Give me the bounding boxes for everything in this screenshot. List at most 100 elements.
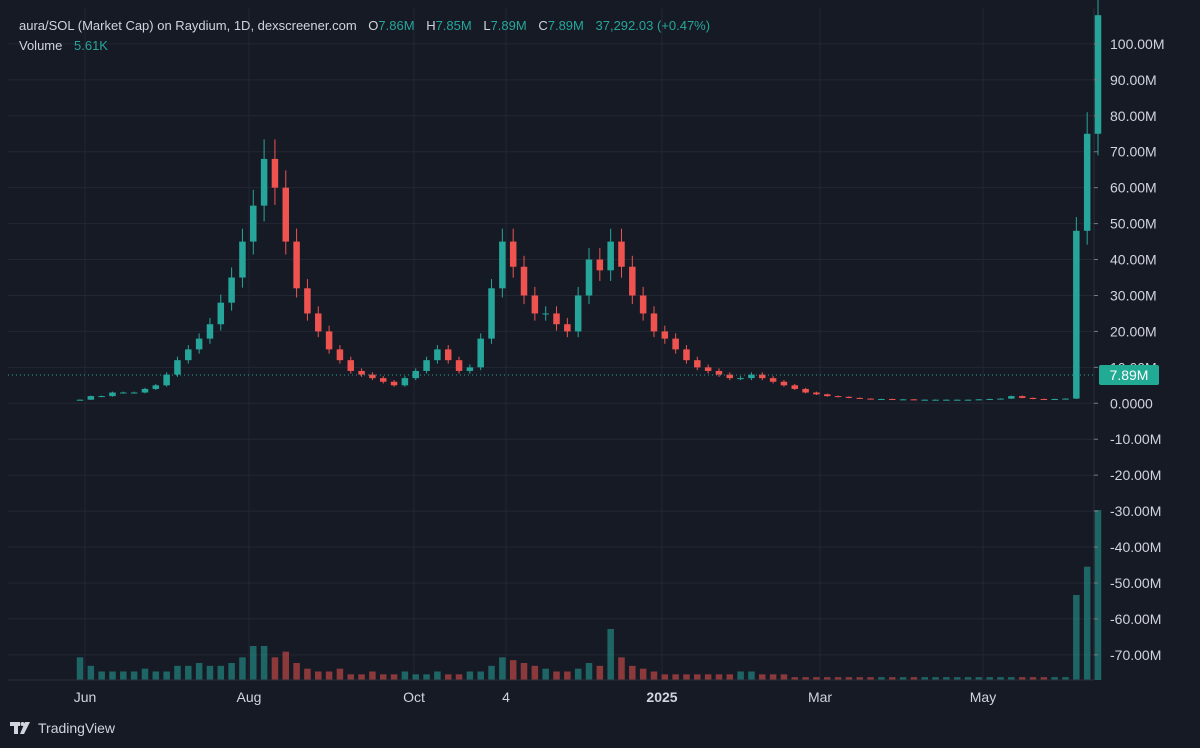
candle-body: [737, 378, 744, 380]
volume-bar: [1029, 677, 1037, 680]
volume-bar: [748, 671, 755, 680]
volume-bar: [336, 668, 344, 680]
time-tick-label: Jun: [74, 689, 97, 705]
volume-bar: [369, 671, 376, 680]
time-tick-label: Aug: [237, 689, 262, 705]
volume-bar: [683, 674, 690, 680]
volume-bar: [423, 674, 430, 680]
tradingview-brand[interactable]: TradingView: [10, 720, 115, 736]
volume-bar: [282, 651, 290, 680]
candle-body: [304, 288, 311, 314]
candle-body: [780, 381, 788, 386]
candle-body: [206, 324, 214, 339]
volume-bar: [596, 665, 604, 680]
volume-value: 5.61K: [74, 38, 108, 53]
volume-label[interactable]: Volume: [19, 38, 63, 53]
candle-body: [845, 396, 853, 398]
candle-body: [1018, 396, 1026, 398]
volume-bar: [813, 677, 820, 680]
volume-bar: [629, 665, 636, 680]
candle-body: [509, 241, 517, 267]
volume-bar: [488, 665, 495, 680]
candle-body: [856, 397, 863, 399]
candle-body: [943, 399, 950, 401]
volume-bar: [943, 677, 950, 680]
volume-bar: [1062, 677, 1069, 680]
chart-legend: aura/SOL (Market Cap) on Raydium, 1D, de…: [19, 16, 710, 56]
candle-body: [152, 385, 160, 389]
volume-bar: [109, 671, 116, 680]
volume-bar: [250, 646, 257, 680]
volume-bar: [1018, 677, 1026, 680]
volume-bar: [444, 674, 452, 680]
chart-grid: [8, 8, 1094, 680]
volume-bar: [639, 668, 647, 680]
volume-bar: [120, 671, 127, 680]
symbol-title[interactable]: aura/SOL (Market Cap) on Raydium, 1D, de…: [19, 18, 357, 33]
candle-body: [564, 324, 571, 332]
volume-bar: [185, 665, 192, 680]
price-tick-label: 30.00M: [1110, 287, 1157, 303]
volume-bar: [1051, 677, 1058, 680]
volume-bar: [76, 657, 84, 680]
volume-bar: [87, 665, 95, 680]
volume-bar: [315, 671, 322, 680]
candle-body: [228, 277, 235, 303]
candle-body: [791, 385, 799, 389]
candle-body: [1029, 397, 1037, 399]
volume-bar: [141, 668, 149, 680]
volume-bar: [672, 674, 679, 680]
last-price-tag: 7.89M: [1099, 364, 1159, 385]
volume-bar: [867, 677, 874, 680]
candle-body: [239, 241, 246, 278]
candle-body: [520, 266, 528, 296]
candle-body: [574, 295, 582, 332]
candle-body: [1083, 133, 1091, 231]
volume-bar: [379, 674, 387, 680]
volume-bar: [759, 674, 766, 680]
candle-body: [379, 378, 387, 382]
candle-body: [975, 399, 983, 401]
candle-body: [888, 398, 896, 400]
legend-row-symbol: aura/SOL (Market Cap) on Raydium, 1D, de…: [19, 16, 710, 36]
candle-body: [477, 338, 484, 368]
volume-bar: [899, 677, 907, 680]
volume-bar: [195, 663, 203, 680]
volume-bar: [358, 674, 365, 680]
price-tick-label: 50.00M: [1110, 216, 1157, 232]
volume-bar: [347, 674, 354, 680]
price-tick-label: -30.00M: [1110, 503, 1161, 519]
candle-body: [596, 259, 604, 271]
candle-body: [444, 349, 452, 361]
candle-body: [639, 295, 647, 314]
candle-body: [618, 241, 625, 267]
volume-bar: [271, 657, 279, 680]
volume-bar: [174, 665, 181, 680]
volume-bars: [76, 510, 1102, 680]
time-tick-label: May: [970, 689, 996, 705]
candle-body: [607, 241, 614, 271]
volume-bar: [304, 668, 311, 680]
candle-body: [87, 396, 95, 400]
price-tick-label: 40.00M: [1110, 252, 1157, 268]
volume-bar: [953, 677, 961, 680]
candle-body: [834, 396, 842, 398]
low-value: 7.89M: [490, 18, 527, 33]
candle-body: [683, 349, 690, 361]
time-tick-label: Oct: [403, 689, 425, 705]
candle-body: [412, 370, 419, 379]
open-value: 7.86M: [378, 18, 415, 33]
candle-body: [293, 241, 300, 289]
tradingview-logo-icon: [10, 722, 30, 734]
volume-bar: [293, 663, 300, 680]
volume-bar: [715, 674, 723, 680]
price-axis[interactable]: 100.00M 90.00M 80.00M 70.00M 60.00M 50.00M 40.…: [1094, 36, 1164, 663]
volume-bar: [564, 671, 571, 680]
price-tick-label: 60.00M: [1110, 180, 1157, 196]
candle-body: [401, 378, 409, 386]
time-axis[interactable]: Jun Aug Oct 4 2025 Mar May: [74, 689, 997, 705]
volume-bar: [206, 665, 214, 680]
volume-bar: [650, 671, 658, 680]
volume-bar: [964, 677, 972, 680]
